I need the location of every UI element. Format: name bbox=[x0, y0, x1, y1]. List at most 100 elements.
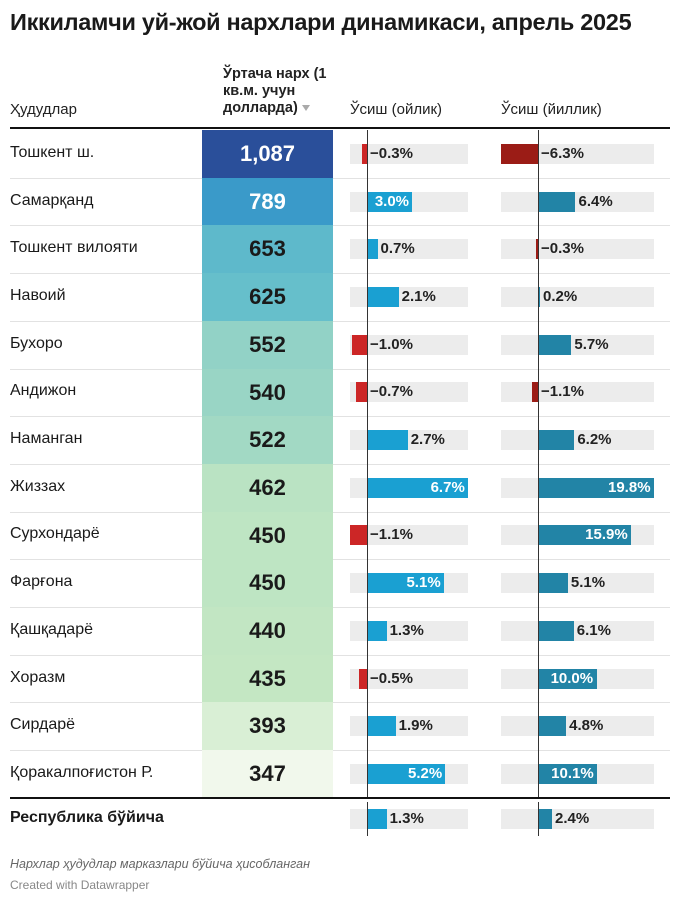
yearly-bar[interactable] bbox=[536, 239, 538, 260]
avg-price-cell: 462 bbox=[202, 463, 333, 513]
sort-desc-icon[interactable] bbox=[301, 105, 310, 112]
yearly-bar[interactable] bbox=[538, 525, 632, 546]
avg-price-cell: 789 bbox=[202, 177, 333, 226]
yearly-label: 19.8% bbox=[608, 478, 651, 496]
yearly-label: −6.3% bbox=[541, 144, 584, 162]
avg-price-cell: 435 bbox=[202, 654, 333, 703]
row-separator bbox=[10, 702, 670, 704]
avg-price-cell: 552 bbox=[202, 320, 333, 369]
monthly-bar[interactable] bbox=[351, 334, 367, 355]
monthly-bar[interactable] bbox=[367, 620, 387, 641]
header-monthly[interactable]: Ўсиш (ойлик) bbox=[350, 101, 443, 118]
chart-title: Иккиламчи уй-жой нархлари динамикаси, ап… bbox=[10, 9, 632, 35]
monthly-bar[interactable] bbox=[359, 668, 367, 689]
row-separator bbox=[10, 177, 670, 179]
yearly-bar[interactable] bbox=[538, 191, 576, 212]
yearly-bar[interactable] bbox=[538, 430, 575, 451]
total-monthly-bar[interactable] bbox=[367, 809, 387, 829]
region-name: Сурхондарё bbox=[10, 525, 100, 543]
total-monthly-axis bbox=[367, 802, 368, 836]
yearly-label: 6.4% bbox=[578, 192, 613, 210]
row-separator bbox=[10, 559, 670, 561]
monthly-label: −0.7% bbox=[370, 383, 413, 401]
row-separator bbox=[10, 511, 670, 513]
row-separator bbox=[10, 273, 670, 275]
monthly-bar[interactable] bbox=[367, 477, 468, 498]
yearly-bar[interactable] bbox=[538, 573, 568, 594]
monthly-bar[interactable] bbox=[367, 716, 396, 737]
yearly-bar[interactable] bbox=[538, 334, 572, 355]
total-yearly-bar[interactable] bbox=[538, 809, 553, 829]
avg-price-cell: 625 bbox=[202, 273, 333, 322]
monthly-track bbox=[350, 239, 468, 260]
header-yearly[interactable]: Ўсиш (йиллик) bbox=[501, 101, 602, 118]
yearly-track bbox=[501, 143, 654, 164]
region-name: Сирдарё bbox=[10, 716, 76, 734]
monthly-bar[interactable] bbox=[356, 382, 367, 403]
header-rule bbox=[10, 127, 670, 129]
row-separator bbox=[10, 368, 670, 370]
total-monthly-label: 1.3% bbox=[389, 810, 424, 827]
avg-price-cell: 440 bbox=[202, 607, 333, 656]
yearly-label: 0.2% bbox=[543, 287, 578, 305]
yearly-bar[interactable] bbox=[538, 668, 597, 689]
avg-price-cell: 347 bbox=[202, 750, 333, 799]
header-region[interactable]: Ҳудудлар bbox=[10, 101, 77, 118]
monthly-zero-axis bbox=[367, 130, 368, 798]
yearly-label: 10.0% bbox=[550, 669, 594, 687]
footnote: Нархлар ҳудудлар марказлари бўйича ҳисоб… bbox=[10, 857, 310, 871]
header-avg-price-label: Ўртача нарх (1 кв.м. учун долларда) bbox=[223, 66, 327, 116]
yearly-bar[interactable] bbox=[501, 143, 538, 164]
region-name: Андижон bbox=[10, 382, 77, 400]
monthly-bar[interactable] bbox=[367, 286, 399, 307]
monthly-label: 1.3% bbox=[389, 621, 424, 639]
monthly-bar[interactable] bbox=[367, 573, 444, 594]
monthly-track bbox=[350, 668, 468, 689]
monthly-label: −0.3% bbox=[370, 144, 413, 162]
yearly-label: 6.1% bbox=[576, 621, 611, 639]
monthly-bar[interactable] bbox=[367, 430, 408, 451]
monthly-bar[interactable] bbox=[367, 191, 413, 212]
yearly-bar[interactable] bbox=[538, 763, 598, 784]
region-name: Бухоро bbox=[10, 334, 63, 352]
monthly-bar[interactable] bbox=[362, 143, 367, 164]
region-name: Самарқанд bbox=[10, 191, 94, 209]
yearly-bar[interactable] bbox=[538, 477, 654, 498]
monthly-track bbox=[350, 525, 468, 546]
monthly-label: 6.7% bbox=[430, 478, 465, 496]
region-name: Қашқадарё bbox=[10, 620, 93, 638]
avg-price-cell: 522 bbox=[202, 416, 333, 465]
region-name: Жиззах bbox=[10, 477, 66, 495]
avg-price-cell: 450 bbox=[202, 511, 333, 560]
monthly-bar[interactable] bbox=[350, 525, 367, 546]
row-separator bbox=[10, 416, 670, 418]
avg-price-cell: 393 bbox=[202, 702, 333, 751]
avg-price-cell: 450 bbox=[202, 559, 333, 608]
yearly-bar[interactable] bbox=[538, 286, 540, 307]
yearly-label: 10.1% bbox=[551, 764, 594, 782]
region-name: Фарғона bbox=[10, 573, 73, 591]
monthly-bar[interactable] bbox=[367, 763, 446, 784]
yearly-zero-axis bbox=[538, 130, 539, 798]
row-separator bbox=[10, 750, 670, 752]
row-separator bbox=[10, 225, 670, 227]
monthly-bar[interactable] bbox=[367, 239, 378, 260]
monthly-track bbox=[350, 382, 468, 403]
region-name: Хоразм bbox=[10, 668, 66, 686]
region-name: Наманган bbox=[10, 430, 83, 448]
yearly-bar[interactable] bbox=[531, 382, 538, 403]
region-name: Қоракалпоғистон Р. bbox=[10, 763, 154, 781]
monthly-label: −0.5% bbox=[370, 669, 413, 687]
header-avg-price[interactable]: Ўртача нарх (1 кв.м. учун долларда) bbox=[223, 66, 343, 117]
yearly-track bbox=[501, 382, 654, 403]
monthly-label: 5.1% bbox=[406, 574, 441, 592]
monthly-label: 5.2% bbox=[407, 764, 443, 782]
total-region: Республика бўйича bbox=[10, 809, 164, 826]
credit[interactable]: Created with Datawrapper bbox=[10, 878, 150, 892]
monthly-label: 2.1% bbox=[401, 287, 436, 305]
yearly-bar[interactable] bbox=[538, 620, 574, 641]
region-name: Навоий bbox=[10, 286, 66, 304]
yearly-bar[interactable] bbox=[538, 716, 567, 737]
yearly-label: 5.7% bbox=[574, 335, 609, 353]
yearly-label: −0.3% bbox=[541, 240, 584, 258]
